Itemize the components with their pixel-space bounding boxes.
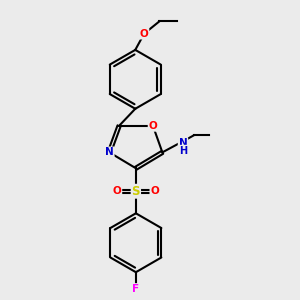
Text: O: O	[112, 186, 122, 196]
Text: F: F	[132, 284, 140, 294]
Text: O: O	[150, 186, 159, 196]
Text: N: N	[178, 138, 188, 148]
Text: S: S	[132, 185, 140, 198]
Text: N: N	[105, 147, 114, 158]
Text: O: O	[148, 121, 157, 131]
Text: O: O	[140, 29, 148, 39]
Text: H: H	[179, 146, 187, 156]
